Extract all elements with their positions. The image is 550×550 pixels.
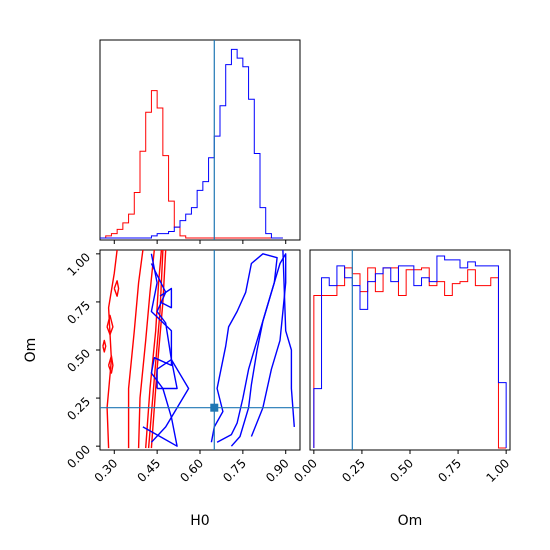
contour-blue bbox=[142, 253, 178, 447]
h0-hist-red bbox=[100, 90, 283, 239]
joint-contours bbox=[102, 249, 295, 449]
contour-red bbox=[102, 339, 107, 353]
om-y-tick-label: 0.25 bbox=[64, 394, 93, 423]
h0-marginal-panel bbox=[99, 39, 301, 244]
om-tick-label: 0.75 bbox=[435, 456, 464, 485]
joint-y-ticks: 0.00 0.25 0.50 0.75 1.00 bbox=[64, 250, 100, 471]
h0-marginal-ticks bbox=[113, 240, 287, 244]
om-hist-blue bbox=[313, 255, 507, 448]
contour-blue bbox=[282, 249, 295, 427]
om-tick-label: 0.25 bbox=[339, 456, 368, 485]
contour-red bbox=[113, 280, 120, 297]
om-tick-label: 1.00 bbox=[483, 456, 512, 485]
om-y-tick-label: 0.50 bbox=[64, 346, 93, 375]
om-marginal-panel: 0.00 0.25 0.50 0.75 1.00 Om bbox=[291, 249, 512, 529]
contour-red bbox=[106, 314, 114, 336]
contour-blue bbox=[210, 253, 278, 443]
joint-truth-marker bbox=[100, 250, 300, 450]
x-axis-label-h0: H0 bbox=[190, 513, 209, 529]
contour-red bbox=[137, 249, 155, 449]
om-hist-red bbox=[313, 267, 507, 449]
h0-tick-label: 0.75 bbox=[220, 456, 249, 485]
contour-red bbox=[127, 249, 144, 449]
joint-x-ticks: 0.30 0.45 0.60 0.75 0.90 bbox=[92, 450, 292, 485]
h0-tick-label: 0.90 bbox=[263, 456, 292, 485]
contour-red bbox=[107, 355, 114, 374]
h0-tick-label: 0.30 bbox=[92, 456, 121, 485]
om-x-ticks: 0.00 0.25 0.50 0.75 1.00 bbox=[291, 450, 512, 485]
contour-red bbox=[150, 249, 167, 449]
om-marginal-frame bbox=[309, 249, 511, 451]
contour-red bbox=[106, 249, 118, 449]
om-tick-label: 0.50 bbox=[387, 456, 416, 485]
h0-marginal-frame bbox=[99, 39, 301, 241]
contour-blue bbox=[159, 287, 173, 309]
truth-point bbox=[210, 403, 219, 412]
om-y-tick-label: 0.00 bbox=[64, 442, 93, 471]
h0-histograms bbox=[100, 48, 283, 239]
h0-tick-label: 0.45 bbox=[134, 456, 163, 485]
om-y-tick-label: 0.75 bbox=[64, 298, 93, 327]
om-y-tick-label: 1.00 bbox=[64, 250, 93, 279]
h0-hist-blue bbox=[100, 48, 283, 239]
x-axis-label-om: Om bbox=[398, 513, 423, 529]
contour-blue bbox=[230, 253, 287, 447]
h0-tick-label: 0.60 bbox=[177, 456, 206, 485]
om-tick-label: 0.00 bbox=[291, 456, 320, 485]
joint-frame bbox=[99, 249, 301, 451]
joint-panel: 0.30 0.45 0.60 0.75 0.90 0.00 0.25 0.50 0.75 1.0… bbox=[23, 249, 301, 529]
om-histograms bbox=[313, 255, 507, 449]
contour-red bbox=[147, 249, 164, 449]
contour-blue bbox=[150, 263, 190, 443]
contour-red bbox=[145, 249, 163, 449]
y-axis-label-om: Om bbox=[23, 338, 39, 363]
